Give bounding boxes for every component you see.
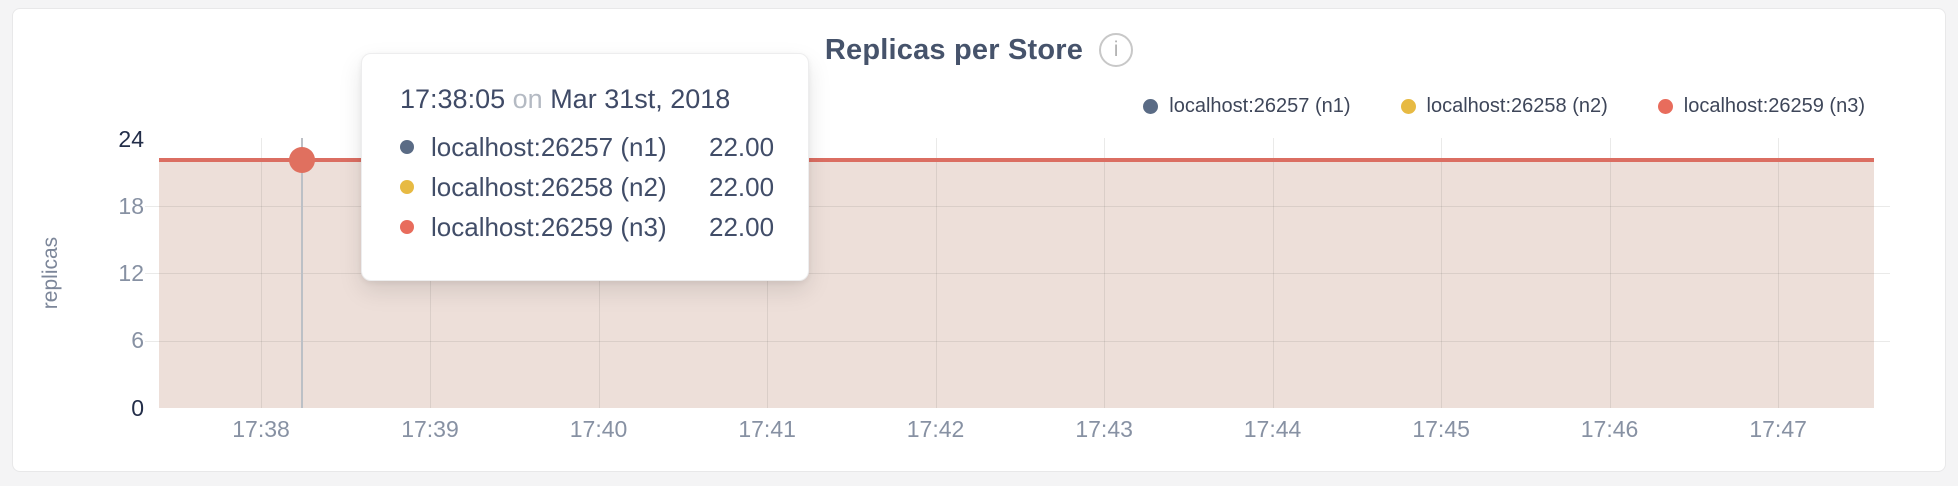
v-gridline-1743 bbox=[1104, 138, 1106, 408]
v-gridline-1742 bbox=[935, 138, 937, 408]
tooltip-date: Mar 31st, 2018 bbox=[550, 84, 731, 114]
tooltip-series-name: localhost:26258 (n2) bbox=[431, 171, 667, 202]
chart-header: Replicas per Store i bbox=[13, 33, 1945, 67]
tooltip-swatch-n2-icon bbox=[400, 180, 414, 194]
x-tick-1741: 17:41 bbox=[738, 416, 796, 442]
v-gridline-1747 bbox=[1778, 138, 1780, 408]
tooltip-series-name: localhost:26259 (n3) bbox=[431, 211, 667, 242]
tooltip-series-name: localhost:26257 (n1) bbox=[431, 131, 667, 162]
h-gridline-18 bbox=[145, 206, 1890, 207]
legend-swatch-n1-icon bbox=[1143, 99, 1159, 114]
tooltip-row-n3: localhost:26259 (n3) 22.00 bbox=[400, 207, 778, 247]
x-tick-1738: 17:38 bbox=[232, 416, 290, 442]
tooltip-swatch-n1-icon bbox=[400, 140, 414, 154]
tooltip-time: 17:38:05 bbox=[400, 84, 506, 114]
tooltip-row-n1: localhost:26257 (n1) 22.00 bbox=[400, 127, 778, 167]
legend-item-n3[interactable]: localhost:26259 (n3) bbox=[1657, 95, 1865, 118]
tooltip-swatch-n3-icon bbox=[400, 220, 414, 234]
tooltip-timestamp: 17:38:05 on Mar 31st, 2018 bbox=[400, 84, 778, 115]
v-gridline-1738 bbox=[261, 138, 263, 408]
legend: localhost:26257 (n1) localhost:26258 (n2… bbox=[1143, 95, 1865, 118]
legend-swatch-n2-icon bbox=[1400, 99, 1416, 114]
y-tick-24: 24 bbox=[118, 126, 144, 152]
tooltip-row-n2: localhost:26258 (n2) 22.00 bbox=[400, 167, 778, 207]
tooltip-series-value: 22.00 bbox=[709, 171, 775, 202]
info-icon[interactable]: i bbox=[1099, 33, 1134, 67]
x-tick-1746: 17:46 bbox=[1580, 416, 1639, 442]
legend-label-n1: localhost:26257 (n1) bbox=[1169, 95, 1351, 117]
x-tick-1740: 17:40 bbox=[569, 416, 628, 442]
y-tick-6: 6 bbox=[131, 327, 144, 353]
v-gridline-1745 bbox=[1441, 138, 1443, 408]
legend-swatch-n3-icon bbox=[1657, 99, 1673, 114]
legend-item-n1[interactable]: localhost:26257 (n1) bbox=[1143, 95, 1351, 118]
hover-tooltip: 17:38:05 on Mar 31st, 2018 localhost:262… bbox=[361, 53, 809, 281]
tooltip-preposition: on bbox=[512, 84, 543, 114]
y-tick-0: 0 bbox=[131, 395, 144, 421]
legend-item-n2[interactable]: localhost:26258 (n2) bbox=[1400, 95, 1608, 118]
y-tick-12: 12 bbox=[118, 260, 144, 286]
x-tick-1742: 17:42 bbox=[906, 416, 965, 442]
tooltip-series-value: 22.00 bbox=[709, 211, 775, 242]
x-tick-1739: 17:39 bbox=[401, 416, 459, 442]
x-tick-1745: 17:45 bbox=[1412, 416, 1470, 442]
legend-label-n3: localhost:26259 (n3) bbox=[1683, 95, 1865, 117]
series-line-22 bbox=[159, 158, 1874, 162]
v-gridline-1744 bbox=[1272, 138, 1274, 408]
tooltip-series-value: 22.00 bbox=[709, 131, 775, 162]
legend-label-n2: localhost:26258 (n2) bbox=[1426, 95, 1608, 117]
chart-title: Replicas per Store bbox=[824, 33, 1084, 66]
chart-card: Replicas per Store i localhost:26257 (n1… bbox=[12, 8, 1946, 472]
x-tick-1743: 17:43 bbox=[1075, 416, 1133, 442]
y-tick-18: 18 bbox=[118, 193, 144, 219]
v-gridline-1746 bbox=[1609, 138, 1611, 408]
x-tick-1744: 17:44 bbox=[1243, 416, 1302, 442]
y-axis-label: replicas bbox=[39, 236, 62, 310]
hovered-point-marker[interactable] bbox=[289, 147, 315, 173]
hover-guideline bbox=[301, 138, 303, 408]
x-tick-1747: 17:47 bbox=[1749, 416, 1807, 442]
h-gridline-12 bbox=[145, 273, 1890, 274]
h-gridline-6 bbox=[145, 341, 1890, 342]
